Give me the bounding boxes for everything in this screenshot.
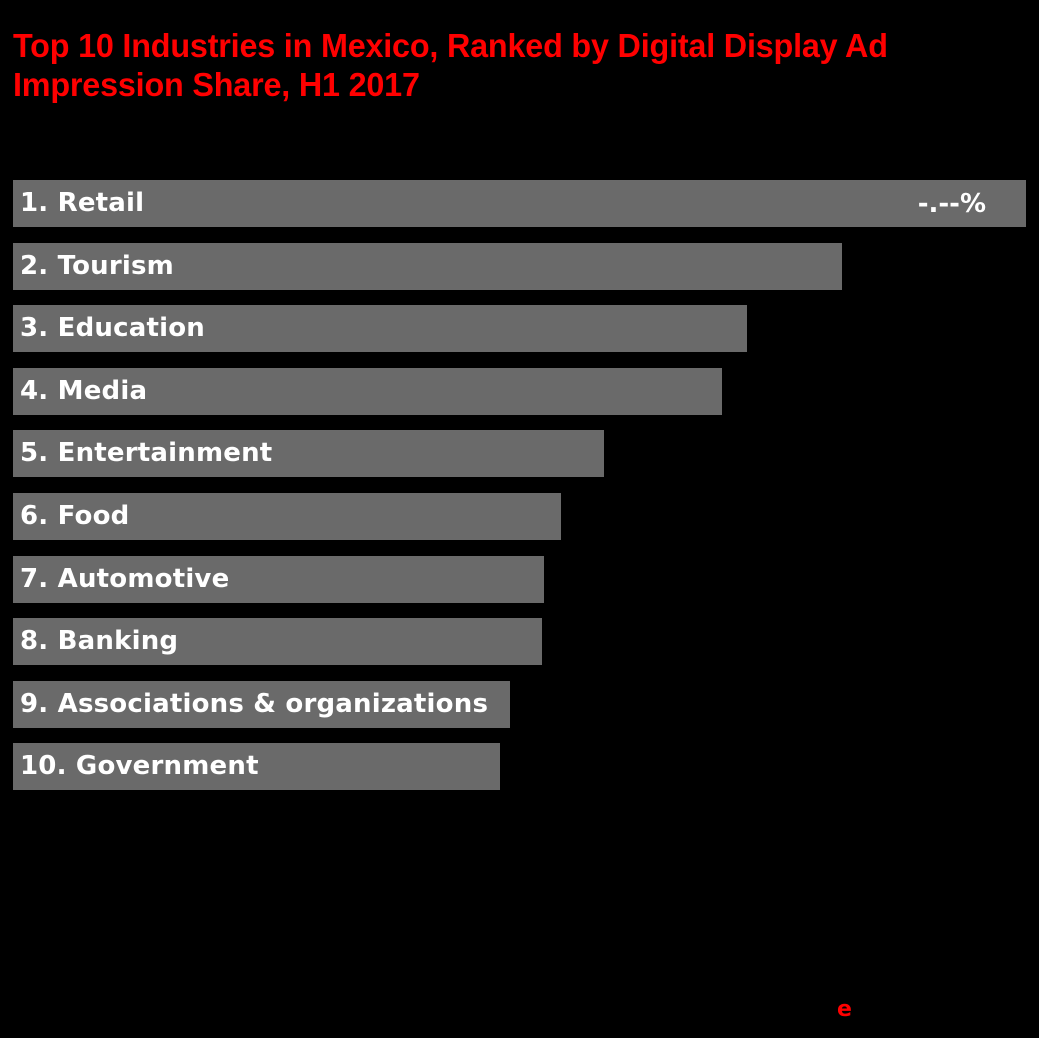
- bar-row: 4. Media: [13, 368, 722, 415]
- bar: [13, 618, 542, 665]
- bar: [13, 681, 510, 728]
- bar-label: 1. Retail: [20, 188, 145, 218]
- bar-label: 8. Banking: [20, 626, 179, 656]
- bar: [13, 743, 500, 790]
- bar-label: 2. Tourism: [20, 251, 174, 281]
- bar-row: 5. Entertainment: [13, 430, 604, 477]
- bar-row: 1. Retail -.--%: [13, 180, 1026, 227]
- bar-value-label: -.--%: [917, 189, 986, 219]
- bar: [13, 368, 722, 415]
- bar: [13, 493, 561, 540]
- bar: [13, 305, 747, 352]
- bar-row: 2. Tourism: [13, 243, 842, 290]
- bar-label: 7. Automotive: [20, 564, 230, 594]
- bar-label: 4. Media: [20, 376, 148, 406]
- bar-row: 9. Associations & organizations: [13, 681, 510, 728]
- bar-row: 3. Education: [13, 305, 747, 352]
- bar-label: 5. Entertainment: [20, 438, 273, 468]
- bar: [13, 430, 604, 477]
- brand-logo: e: [837, 997, 852, 1022]
- bar: [13, 556, 544, 603]
- bar-label: 6. Food: [20, 501, 130, 531]
- bar-row: 8. Banking: [13, 618, 542, 665]
- bar-row: 10. Government: [13, 743, 500, 790]
- bar: [13, 180, 1026, 227]
- bar: [13, 243, 842, 290]
- chart-title: Top 10 Industries in Mexico, Ranked by D…: [13, 27, 888, 103]
- bar-row: 6. Food: [13, 493, 561, 540]
- bar-label: 10. Government: [20, 751, 259, 781]
- bar-row: 7. Automotive: [13, 556, 544, 603]
- bar-label: 9. Associations & organizations: [20, 689, 489, 719]
- bar-label: 3. Education: [20, 313, 205, 343]
